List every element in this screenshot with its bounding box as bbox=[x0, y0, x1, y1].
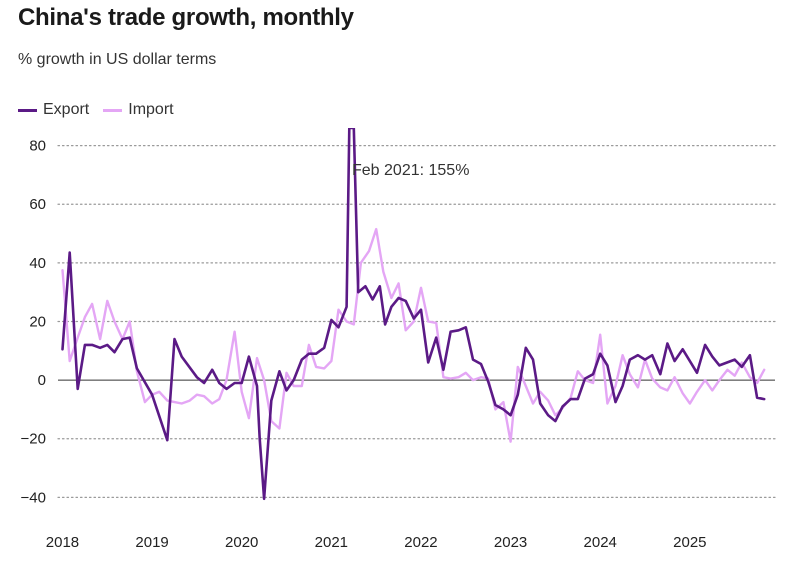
y-tick-label: −40 bbox=[21, 489, 46, 506]
x-tick-label: 2020 bbox=[225, 534, 258, 551]
y-tick-label: 20 bbox=[29, 313, 46, 330]
y-tick-label: 0 bbox=[38, 372, 46, 389]
x-tick-label: 2021 bbox=[315, 534, 348, 551]
chart-subtitle: % growth in US dollar terms bbox=[18, 51, 217, 68]
x-tick-label: 2022 bbox=[404, 534, 437, 551]
legend: Export Import bbox=[18, 101, 188, 119]
x-tick-label: 2024 bbox=[584, 534, 617, 551]
annotation-peak: Feb 2021: 155% bbox=[352, 162, 469, 179]
y-tick-label: 80 bbox=[29, 138, 46, 155]
legend-swatch-import bbox=[103, 108, 123, 112]
x-tick-label: 2019 bbox=[135, 534, 168, 551]
series-line-import bbox=[61, 227, 766, 443]
x-tick-label: 2018 bbox=[46, 534, 79, 551]
legend-label-export: Export bbox=[43, 101, 90, 118]
y-tick-label: 60 bbox=[29, 196, 46, 213]
x-tick-label: 2023 bbox=[494, 534, 527, 551]
series-line-export bbox=[61, 128, 766, 501]
y-tick-label: −20 bbox=[21, 431, 46, 448]
x-tick-label: 2025 bbox=[673, 534, 706, 551]
legend-item-export: Export bbox=[18, 101, 89, 119]
legend-label-import: Import bbox=[128, 101, 174, 118]
chart-title: China's trade growth, monthly bbox=[18, 4, 354, 31]
legend-item-import: Import bbox=[103, 101, 174, 119]
legend-swatch-export bbox=[18, 108, 37, 112]
y-tick-label: 40 bbox=[29, 255, 46, 272]
